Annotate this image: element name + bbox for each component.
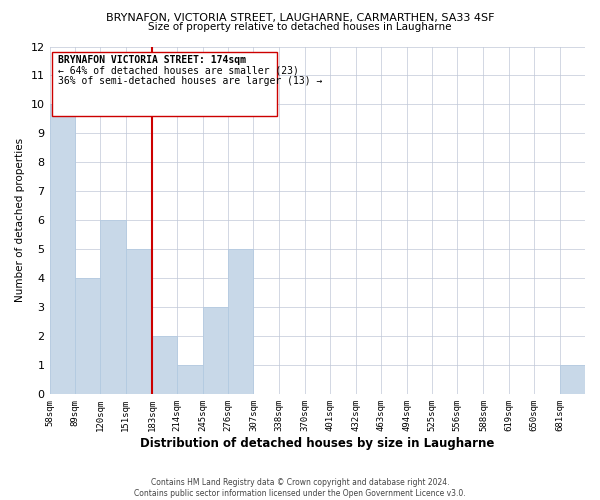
- Bar: [125, 250, 151, 394]
- Text: ← 64% of detached houses are smaller (23): ← 64% of detached houses are smaller (23…: [58, 66, 298, 76]
- Bar: [203, 308, 228, 394]
- Bar: [228, 250, 253, 394]
- Bar: [75, 278, 100, 394]
- Text: Size of property relative to detached houses in Laugharne: Size of property relative to detached ho…: [148, 22, 452, 32]
- Text: BRYNAFON VICTORIA STREET: 174sqm: BRYNAFON VICTORIA STREET: 174sqm: [58, 55, 245, 65]
- Y-axis label: Number of detached properties: Number of detached properties: [15, 138, 25, 302]
- Text: 36% of semi-detached houses are larger (13) →: 36% of semi-detached houses are larger (…: [58, 76, 322, 86]
- Bar: [50, 104, 75, 395]
- Text: BRYNAFON, VICTORIA STREET, LAUGHARNE, CARMARTHEN, SA33 4SF: BRYNAFON, VICTORIA STREET, LAUGHARNE, CA…: [106, 12, 494, 22]
- Bar: [152, 336, 177, 394]
- X-axis label: Distribution of detached houses by size in Laugharne: Distribution of detached houses by size …: [140, 437, 494, 450]
- Text: Contains HM Land Registry data © Crown copyright and database right 2024.
Contai: Contains HM Land Registry data © Crown c…: [134, 478, 466, 498]
- FancyBboxPatch shape: [52, 52, 277, 116]
- Bar: [177, 366, 203, 394]
- Bar: [560, 366, 585, 394]
- Bar: [100, 220, 125, 394]
